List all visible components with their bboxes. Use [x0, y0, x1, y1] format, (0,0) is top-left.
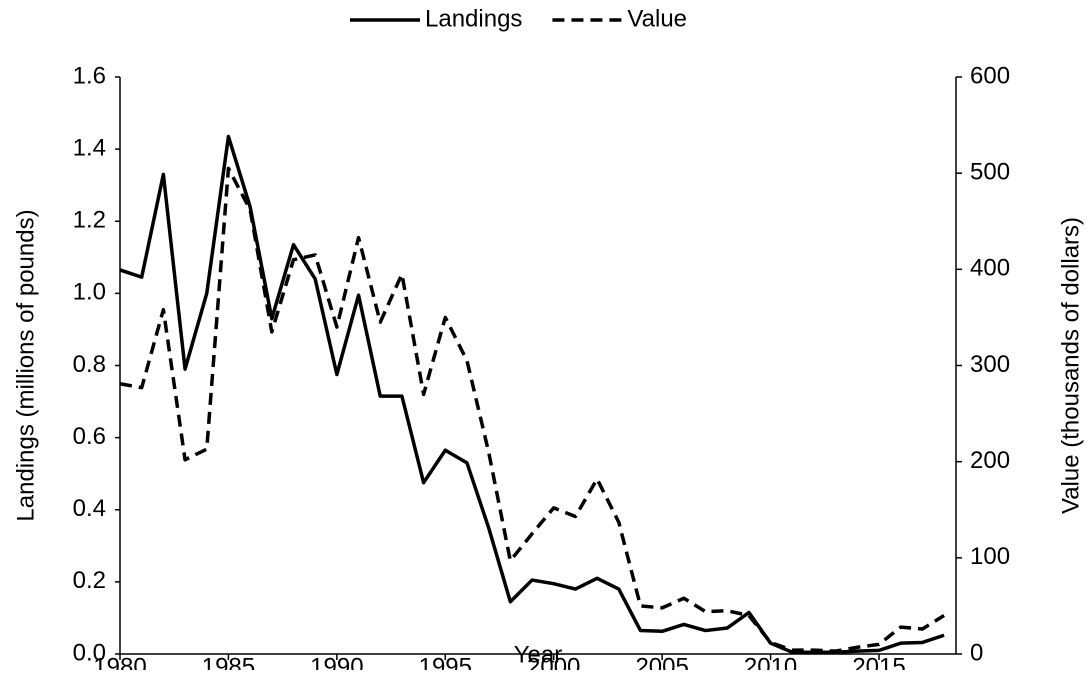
legend-label: Landings [425, 5, 522, 32]
y2-tick-label: 200 [970, 447, 1010, 474]
y-tick-label: 0.8 [73, 351, 106, 378]
legend-label: Value [627, 5, 687, 32]
y-tick-label: 1.0 [73, 279, 106, 306]
y-tick-label: 1.4 [73, 134, 106, 161]
series-line [119, 134, 945, 654]
y-axis-label: Landings (millions of pounds) [12, 209, 39, 521]
y2-tick-label: 300 [970, 351, 1010, 378]
y-tick-label: 1.2 [73, 207, 106, 234]
y2-tick-label: 600 [970, 62, 1010, 89]
y2-tick-label: 400 [970, 255, 1010, 282]
y2-axis-label: Value (thousands of dollars) [1057, 217, 1084, 514]
x-tick-label: 1995 [419, 653, 472, 670]
x-tick-label: 1990 [310, 653, 363, 670]
x-tick-label: 2010 [744, 653, 797, 670]
x-tick-label: 1985 [202, 653, 255, 670]
x-tick-label: 1980 [93, 653, 146, 670]
y-tick-label: 0.4 [73, 495, 106, 522]
y2-tick-label: 0 [970, 639, 983, 666]
x-tick-label: 2015 [852, 653, 905, 670]
x-tick-label: 2000 [527, 653, 580, 670]
y-tick-label: 0.6 [73, 423, 106, 450]
series-line [119, 166, 945, 653]
y2-tick-label: 500 [970, 159, 1010, 186]
x-tick-label: 2005 [635, 653, 688, 670]
y-tick-label: 0.0 [73, 639, 106, 666]
y-tick-label: 1.6 [73, 62, 106, 89]
y-tick-label: 0.2 [73, 567, 106, 594]
y2-tick-label: 100 [970, 543, 1010, 570]
